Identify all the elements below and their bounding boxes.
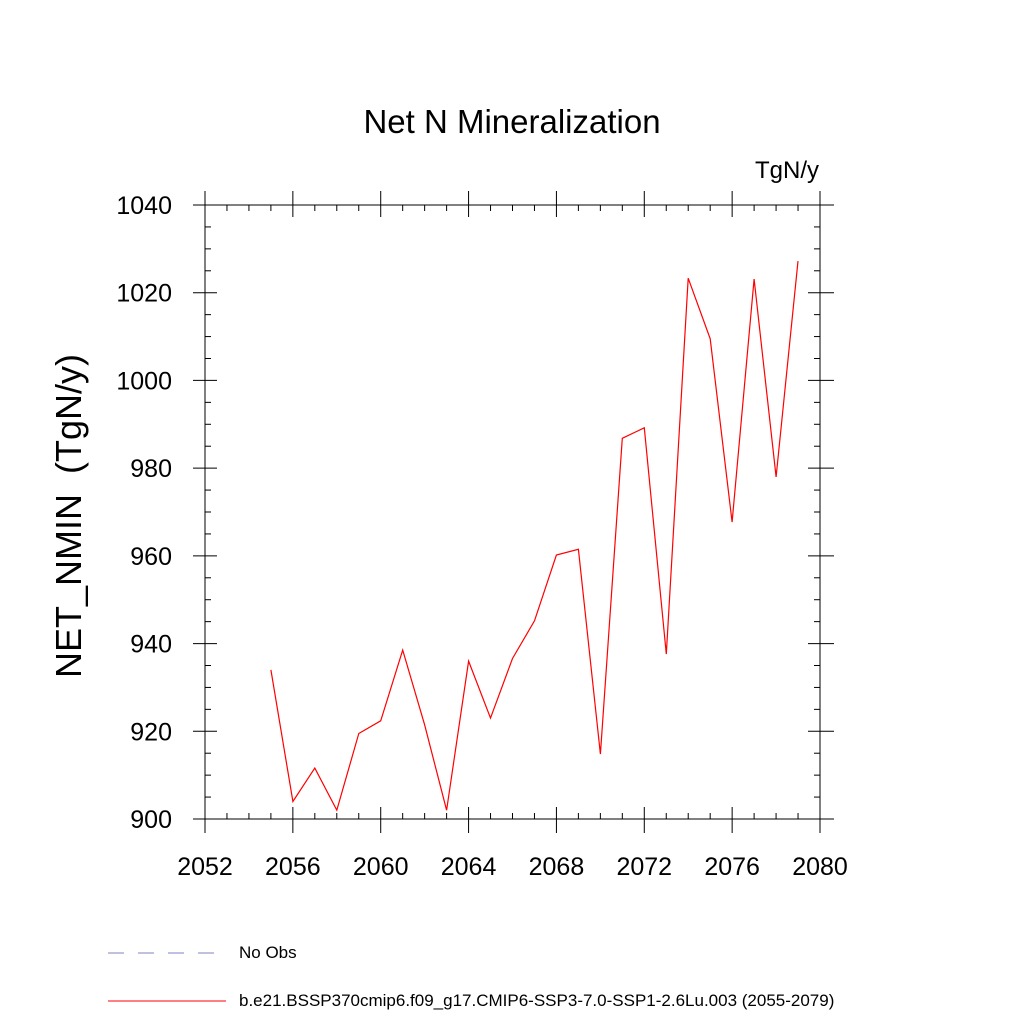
x-tick-label: 2072 [616,853,672,881]
x-tick-label: 2052 [177,853,233,881]
x-tick-label: 2076 [704,853,760,881]
x-tick-label: 2060 [353,853,409,881]
x-tick-label: 2056 [265,853,321,881]
x-tick-label: 2068 [529,853,585,881]
legend-label-model-run: b.e21.BSSP370cmip6.f09_g17.CMIP6-SSP3-7.… [239,991,835,1010]
units-label: TgN/y [754,157,819,184]
y-tick-label: 900 [130,806,172,834]
y-tick-label: 940 [130,631,172,659]
chart-title: Net N Mineralization [363,103,661,140]
legend-label-no-obs: No Obs [239,943,297,962]
plot-frame [204,204,821,820]
y-tick-label: 960 [130,543,172,571]
y-tick-label: 920 [130,718,172,746]
x-tick-label: 2064 [441,853,497,881]
series-line [270,261,799,812]
x-tick-label: 2080 [792,853,848,881]
y-tick-label: 1040 [116,192,172,220]
y-tick-label: 1000 [116,367,172,395]
y-tick-label: 980 [130,455,172,483]
y-tick-label: 1020 [116,280,172,308]
